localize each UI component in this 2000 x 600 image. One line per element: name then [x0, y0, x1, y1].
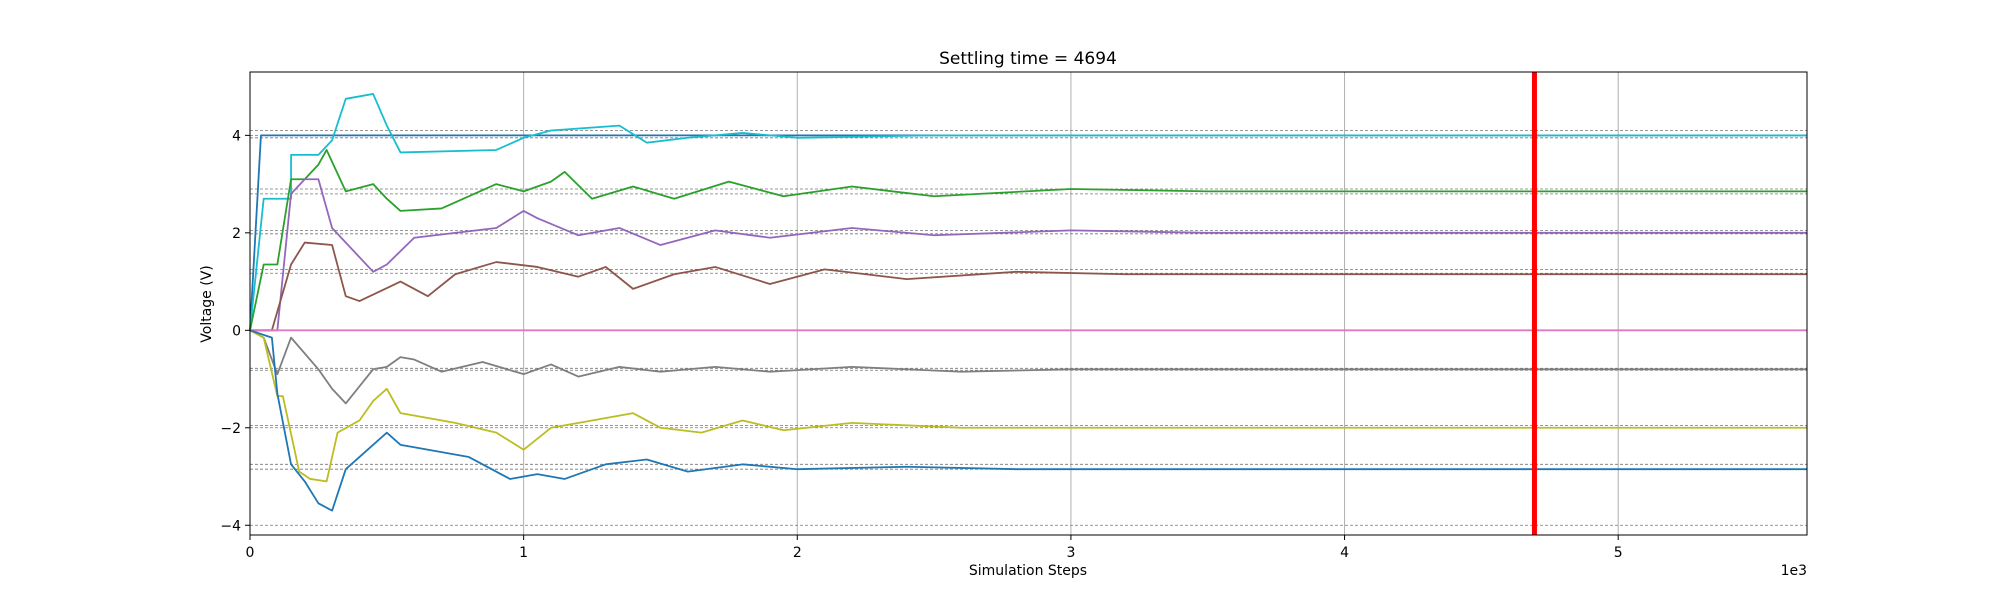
y-tick-label: 4 — [232, 128, 241, 144]
ticks: 0 1 2 3 4 5 −4 −2 0 2 4 — [220, 128, 1622, 561]
series-line-3 — [249, 149, 1807, 331]
series-line-9 — [249, 329, 1807, 512]
chart-title: Settling time = 4694 — [939, 49, 1117, 69]
x-tick-label: 5 — [1614, 545, 1623, 561]
x-gridlines — [523, 72, 1619, 535]
x-axis-label: Simulation Steps — [969, 563, 1087, 579]
x-tick-label: 4 — [1340, 545, 1349, 561]
y-tick-label: 0 — [232, 323, 241, 339]
reference-lines — [250, 130, 1807, 526]
x-tick-label: 1 — [519, 545, 528, 561]
plot-area — [250, 72, 1807, 535]
series-line-5 — [250, 241, 1807, 332]
series-lines — [249, 93, 1807, 512]
series-line-7 — [249, 329, 1807, 405]
y-tick-label: 2 — [232, 226, 241, 242]
x-tick-label: 2 — [793, 545, 802, 561]
x-tick-label: 3 — [1066, 545, 1075, 561]
x-tick-label: 0 — [246, 545, 255, 561]
series-line-4 — [250, 178, 1807, 332]
series-line-8 — [249, 329, 1807, 483]
x-offset-label: 1e3 — [1781, 563, 1807, 579]
series-line-2 — [249, 93, 1807, 331]
y-tick-label: −2 — [220, 421, 241, 437]
y-tick-label: −4 — [220, 518, 241, 534]
plot-frame — [249, 71, 1808, 536]
y-axis-label: Voltage (V) — [199, 265, 215, 342]
